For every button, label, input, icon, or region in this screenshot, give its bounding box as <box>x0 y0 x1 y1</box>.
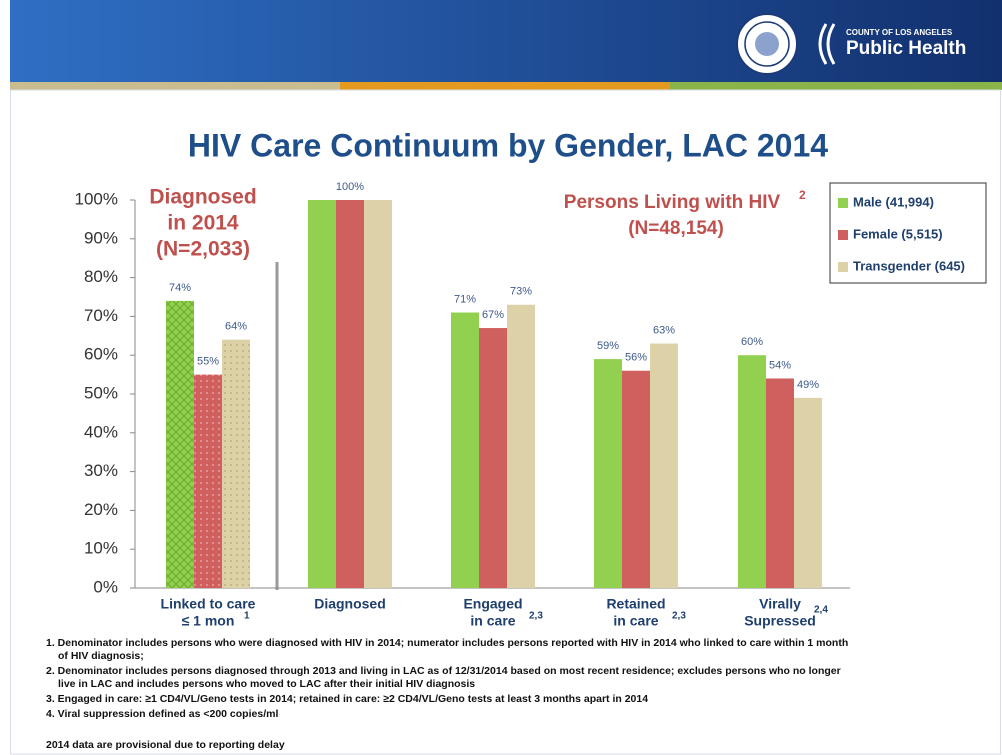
stripe <box>670 82 1002 90</box>
footnote: 4. Viral suppression defined as <200 cop… <box>46 708 278 720</box>
y-tick-label: 0% <box>93 577 118 596</box>
legend-swatch <box>838 198 848 208</box>
x-tick-label: Engaged <box>463 596 522 612</box>
value-label: 63% <box>653 324 675 336</box>
bar <box>479 328 507 588</box>
bar <box>650 343 678 588</box>
value-label: 67% <box>482 309 504 321</box>
x-tick-label: in care <box>470 613 515 629</box>
value-label: 55% <box>197 356 219 368</box>
footnote: 3. Engaged in care: ≥1 CD4/VL/Geno tests… <box>46 693 648 705</box>
legend-box <box>829 182 987 284</box>
annotation: (N=48,154) <box>628 218 724 239</box>
category-note: 2,3 <box>529 611 543 622</box>
slide-border <box>10 89 1001 755</box>
bar <box>364 200 392 588</box>
x-tick-label: Diagnosed <box>314 596 386 612</box>
bar <box>766 378 794 588</box>
value-label: 54% <box>769 359 791 371</box>
annotation: Diagnosed <box>149 186 256 209</box>
bar <box>451 312 479 588</box>
annotation: in 2014 <box>167 212 239 235</box>
y-tick-label: 90% <box>84 228 118 247</box>
value-label: 59% <box>597 340 619 352</box>
bar <box>622 370 650 588</box>
footnote: 2. Denominator includes persons diagnose… <box>46 665 841 677</box>
legend-swatch <box>838 262 848 272</box>
bar <box>594 359 622 588</box>
value-label: 73% <box>510 286 532 298</box>
annotation: Persons Living with HIV <box>564 192 781 213</box>
x-tick-label: Supressed <box>744 613 816 629</box>
note: 2014 data are provisional due to reporti… <box>46 739 285 751</box>
value-label: 64% <box>225 321 247 333</box>
x-tick-label: in care <box>613 613 658 629</box>
x-tick-label: Retained <box>606 596 665 612</box>
legend-label: Transgender (645) <box>853 258 965 273</box>
value-label: 49% <box>797 379 819 391</box>
y-tick-label: 80% <box>84 267 118 286</box>
org-name: Public Health <box>846 38 966 59</box>
bar <box>166 300 194 588</box>
value-label: 56% <box>625 352 647 364</box>
legend-label: Female (5,515) <box>853 226 943 241</box>
value-label: 74% <box>169 282 191 294</box>
legend-label: Male (41,994) <box>853 194 934 209</box>
stripe <box>10 82 340 90</box>
y-tick-label: 70% <box>84 306 118 325</box>
y-tick-label: 100% <box>75 189 118 208</box>
annotation-sup: 2 <box>799 188 806 202</box>
bar <box>336 200 364 588</box>
org-top: COUNTY OF LOS ANGELES <box>846 28 953 37</box>
seal <box>736 13 798 75</box>
legend-swatch <box>838 230 848 240</box>
bar <box>194 374 222 588</box>
y-tick-label: 60% <box>84 345 118 364</box>
value-label: 71% <box>454 293 476 305</box>
annotation: (N=2,033) <box>156 238 250 261</box>
stripe <box>340 82 670 90</box>
footnote: live in LAC and includes persons who mov… <box>58 678 475 690</box>
logo-mark <box>818 23 836 65</box>
chart-title: HIV Care Continuum by Gender, LAC 2014 <box>188 127 828 163</box>
bar <box>738 355 766 588</box>
bar <box>308 200 336 588</box>
category-note: 2,4 <box>814 605 828 616</box>
y-tick-label: 10% <box>84 539 118 558</box>
category-note: 1 <box>244 611 250 622</box>
category-note: 2,3 <box>672 611 686 622</box>
footnote: of HIV diagnosis; <box>58 650 144 662</box>
footnote: 1. Denominator includes persons who were… <box>46 637 848 649</box>
bar <box>222 339 250 588</box>
bar <box>507 304 535 588</box>
bar <box>794 397 822 588</box>
y-tick-label: 20% <box>84 500 118 519</box>
value-label: 60% <box>741 336 763 348</box>
y-tick-label: 40% <box>84 422 118 441</box>
x-tick-label: ≤ 1 mon <box>182 613 235 629</box>
x-tick-label: Linked to care <box>161 596 256 612</box>
value-label: 100% <box>336 181 364 193</box>
x-tick-label: Virally <box>759 596 801 612</box>
header-band <box>10 0 1002 82</box>
y-tick-label: 50% <box>84 383 118 402</box>
y-tick-label: 30% <box>84 461 118 480</box>
